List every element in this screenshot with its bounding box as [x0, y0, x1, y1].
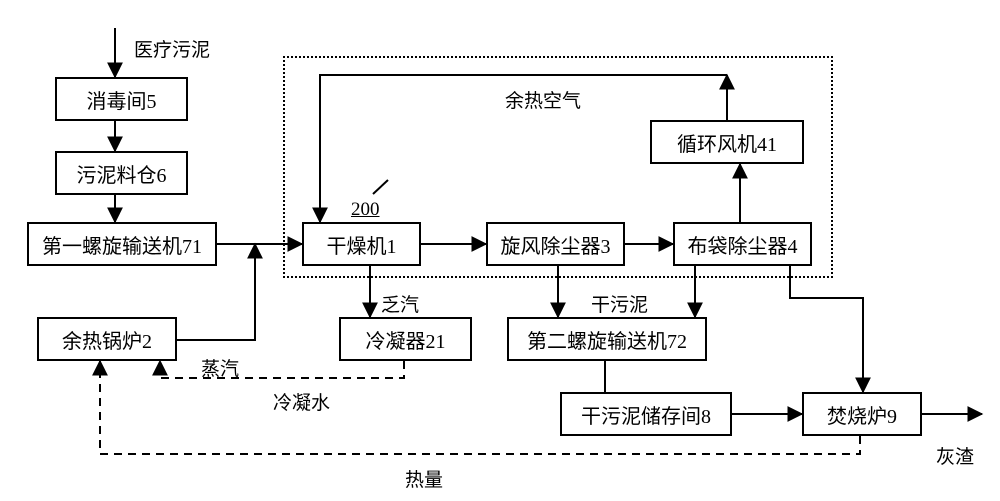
label-text: 200 — [351, 199, 380, 221]
label-l_steam: 蒸汽 — [201, 354, 239, 381]
label-l_hotair: 余热空气 — [505, 86, 581, 113]
label-text: 冷凝水 — [273, 388, 330, 415]
label-l_ash: 灰渣 — [936, 442, 974, 469]
node-n_screw1: 第一螺旋输送机71 — [27, 222, 217, 266]
label-l_condw: 冷凝水 — [273, 388, 330, 415]
label-text: 蒸汽 — [201, 354, 239, 381]
node-label: 循环风机41 — [677, 128, 777, 157]
node-n_disinfect: 消毒间5 — [55, 77, 188, 121]
edge-e_bag_incin — [790, 266, 863, 392]
label-text: 热量 — [405, 465, 443, 492]
node-n_store: 干污泥储存间8 — [560, 392, 732, 436]
label-l_dry: 干污泥 — [591, 290, 648, 317]
node-label: 消毒间5 — [87, 85, 157, 114]
node-n_incin: 焚烧炉9 — [802, 392, 922, 436]
node-label: 第一螺旋输送机71 — [42, 230, 202, 259]
label-text: 医疗污泥 — [134, 35, 210, 62]
node-label: 旋风除尘器3 — [501, 230, 611, 259]
node-label: 冷凝器21 — [366, 325, 446, 354]
node-label: 焚烧炉9 — [827, 400, 897, 429]
node-n_screw2: 第二螺旋输送机72 — [507, 317, 707, 361]
diagram-canvas: 消毒间5 污泥料仓6 第一螺旋输送机71 余热锅炉2 干燥机1 旋风除尘器3 布袋除尘器4 循… — [0, 0, 1000, 501]
node-n_cyclone: 旋风除尘器3 — [486, 222, 625, 266]
node-label: 布袋除尘器4 — [688, 230, 798, 259]
node-n_fan: 循环风机41 — [650, 120, 804, 164]
label-text: 乏汽 — [381, 290, 419, 317]
node-n_dryer: 干燥机1 — [302, 222, 421, 266]
label-text: 干污泥 — [591, 290, 648, 317]
node-label: 干燥机1 — [327, 230, 397, 259]
label-l_medical: 医疗污泥 — [134, 35, 210, 62]
edge-e_cond_boiler — [160, 361, 404, 378]
label-l_200: 200 — [351, 199, 380, 221]
node-label: 污泥料仓6 — [77, 159, 167, 188]
node-n_cond: 冷凝器21 — [339, 317, 472, 361]
node-label: 余热锅炉2 — [62, 325, 152, 354]
label-l_heat: 热量 — [405, 465, 443, 492]
node-label: 第二螺旋输送机72 — [527, 325, 687, 354]
node-n_boiler: 余热锅炉2 — [37, 317, 177, 361]
node-n_bag: 布袋除尘器4 — [673, 222, 812, 266]
label-text: 余热空气 — [505, 86, 581, 113]
node-n_silo: 污泥料仓6 — [55, 151, 188, 195]
label-l_fa: 乏汽 — [381, 290, 419, 317]
node-label: 干污泥储存间8 — [581, 400, 711, 429]
label-text: 灰渣 — [936, 442, 974, 469]
